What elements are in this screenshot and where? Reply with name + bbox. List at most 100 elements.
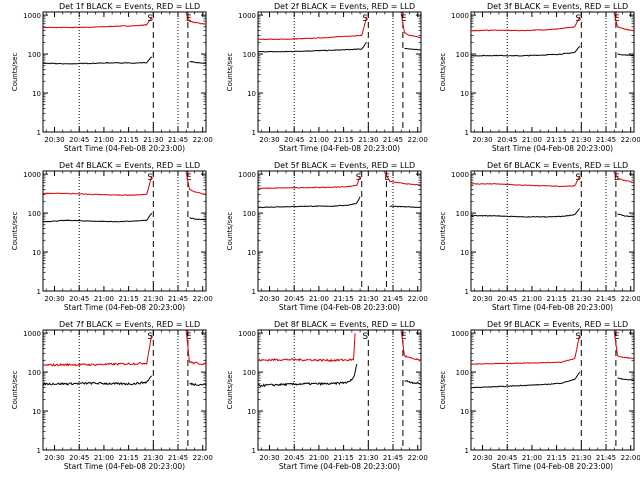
x-axis-label: Start Time (04-Feb-08 20:23:00) <box>279 303 400 312</box>
x-tick-label: 22:00 <box>621 454 640 462</box>
x-tick-label: 20:45 <box>284 136 304 144</box>
end-marker: E <box>614 332 620 342</box>
end-marker: E <box>614 14 620 24</box>
start-marker: S <box>362 332 368 342</box>
x-tick-label: 20:30 <box>472 454 492 462</box>
detector-panel-7: Det 7f BLACK = Events, RED = LLD 1000 100 1… <box>11 320 213 471</box>
end-marker: E <box>186 173 192 183</box>
x-tick-label: 22:00 <box>408 136 428 144</box>
x-axis-label: Start Time (04-Feb-08 20:23:00) <box>279 462 400 471</box>
plot-frame <box>42 170 207 292</box>
y-tick-label: 1 <box>465 447 469 455</box>
y-tick-label: 1000 <box>23 330 41 338</box>
x-tick-label: 21:00 <box>309 136 329 144</box>
x-tick-label: 21:45 <box>596 454 616 462</box>
x-axis-label: Start Time (04-Feb-08 20:23:00) <box>64 144 185 153</box>
x-tick-label: 22:00 <box>621 295 640 303</box>
y-tick-label: 1000 <box>451 12 469 20</box>
x-tick-label: 21:00 <box>309 454 329 462</box>
y-tick-label: 100 <box>243 369 256 377</box>
y-tick-label: 1000 <box>238 12 256 20</box>
x-tick-label: 22:00 <box>408 454 428 462</box>
start-marker: S <box>575 332 581 342</box>
y-axis-label: Counts/sec <box>226 53 234 92</box>
x-axis-label: Start Time (04-Feb-08 20:23:00) <box>492 462 613 471</box>
y-axis-label: Counts/sec <box>439 212 447 251</box>
events-series-line <box>404 380 422 385</box>
lld-series-line <box>400 13 422 39</box>
events-series-line <box>617 377 635 381</box>
y-axis-label: Counts/sec <box>439 53 447 92</box>
y-tick-label: 1000 <box>238 330 256 338</box>
lld-series-line <box>613 13 635 32</box>
events-series-line <box>189 217 207 221</box>
x-tick-label: 20:45 <box>497 136 517 144</box>
y-axis-label: Counts/sec <box>226 212 234 251</box>
lld-series-line <box>258 16 368 41</box>
y-tick-label: 1000 <box>451 330 469 338</box>
x-tick-label: 21:45 <box>596 136 616 144</box>
plot-frame <box>42 329 207 451</box>
y-tick-label: 1000 <box>23 171 41 179</box>
y-tick-label: 10 <box>247 408 256 416</box>
x-tick-label: 21:45 <box>168 454 188 462</box>
x-tick-label: 21:45 <box>383 295 403 303</box>
y-tick-label: 100 <box>243 210 256 218</box>
y-tick-label: 100 <box>28 369 41 377</box>
x-tick-label: 20:45 <box>69 136 89 144</box>
plot-frame <box>257 11 422 133</box>
y-tick-label: 10 <box>32 408 41 416</box>
events-series-line <box>617 213 635 218</box>
plot-frame <box>470 170 635 292</box>
y-axis-label: Counts/sec <box>11 371 19 410</box>
y-tick-label: 1000 <box>238 171 256 179</box>
x-tick-label: 22:00 <box>193 454 213 462</box>
x-tick-label: 20:45 <box>497 295 517 303</box>
x-tick-label: 21:30 <box>571 454 591 462</box>
panel-title: Det 8f BLACK = Events, RED = LLD <box>274 320 415 329</box>
x-axis-label: Start Time (04-Feb-08 20:23:00) <box>492 144 613 153</box>
events-series-line <box>42 56 153 65</box>
lld-series-line <box>42 16 153 29</box>
y-tick-label: 10 <box>32 249 41 257</box>
events-series-line <box>189 382 207 387</box>
y-tick-label: 1000 <box>23 12 41 20</box>
x-tick-label: 20:30 <box>472 295 492 303</box>
x-tick-label: 21:45 <box>168 136 188 144</box>
events-series-line <box>257 196 361 209</box>
start-marker: S <box>147 173 153 183</box>
x-axis-label: Start Time (04-Feb-08 20:23:00) <box>279 144 400 153</box>
detector-panel-3: Det 3f BLACK = Events, RED = LLD 1000 100 1… <box>439 2 640 153</box>
plot-frame <box>42 11 207 133</box>
y-tick-label: 1 <box>465 129 469 137</box>
lld-series-line <box>185 172 207 195</box>
x-tick-label: 21:45 <box>168 295 188 303</box>
y-tick-label: 1 <box>252 129 256 137</box>
y-tick-label: 1 <box>252 447 256 455</box>
y-tick-label: 100 <box>243 51 256 59</box>
y-axis-label: Counts/sec <box>226 371 234 410</box>
x-tick-label: 21:15 <box>119 295 139 303</box>
y-tick-label: 1 <box>37 447 41 455</box>
x-tick-label: 21:15 <box>334 454 354 462</box>
detector-panel-9: Det 9f BLACK = Events, RED = LLD 1000 100 1… <box>439 320 640 471</box>
y-tick-label: 10 <box>460 249 469 257</box>
x-tick-label: 21:00 <box>522 136 542 144</box>
events-series-line <box>42 375 153 387</box>
x-axis-label: Start Time (04-Feb-08 20:23:00) <box>64 462 185 471</box>
lld-series-line <box>470 334 581 365</box>
end-marker: E <box>186 332 192 342</box>
y-tick-label: 1 <box>37 129 41 137</box>
x-tick-label: 21:00 <box>522 295 542 303</box>
lld-series-line <box>42 175 153 196</box>
x-tick-label: 21:00 <box>94 295 114 303</box>
y-tick-label: 100 <box>456 51 469 59</box>
x-tick-label: 21:30 <box>143 295 163 303</box>
x-tick-label: 21:15 <box>547 136 567 144</box>
y-tick-label: 1 <box>37 288 41 296</box>
detector-panel-4: Det 4f BLACK = Events, RED = LLD 1000 100 1… <box>11 161 213 312</box>
x-axis-label: Start Time (04-Feb-08 20:23:00) <box>64 303 185 312</box>
events-series-line <box>257 41 368 53</box>
y-tick-label: 10 <box>460 408 469 416</box>
